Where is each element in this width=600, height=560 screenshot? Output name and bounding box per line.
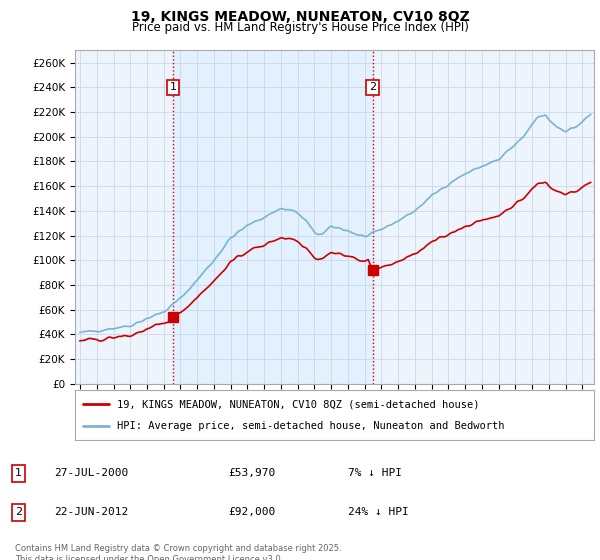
Text: HPI: Average price, semi-detached house, Nuneaton and Bedworth: HPI: Average price, semi-detached house,…	[116, 421, 504, 431]
Text: 24% ↓ HPI: 24% ↓ HPI	[348, 507, 409, 517]
Text: 19, KINGS MEADOW, NUNEATON, CV10 8QZ (semi-detached house): 19, KINGS MEADOW, NUNEATON, CV10 8QZ (se…	[116, 399, 479, 409]
Text: 2: 2	[15, 507, 22, 517]
Text: 7% ↓ HPI: 7% ↓ HPI	[348, 468, 402, 478]
Text: 1: 1	[169, 82, 176, 92]
Bar	[173, 50, 373, 384]
Text: 2: 2	[369, 82, 376, 92]
Text: £53,970: £53,970	[228, 468, 275, 478]
Text: 1: 1	[15, 468, 22, 478]
Text: £92,000: £92,000	[228, 507, 275, 517]
Text: Contains HM Land Registry data © Crown copyright and database right 2025.
This d: Contains HM Land Registry data © Crown c…	[15, 544, 341, 560]
Text: 22-JUN-2012: 22-JUN-2012	[54, 507, 128, 517]
Text: 27-JUL-2000: 27-JUL-2000	[54, 468, 128, 478]
Text: 19, KINGS MEADOW, NUNEATON, CV10 8QZ: 19, KINGS MEADOW, NUNEATON, CV10 8QZ	[131, 10, 469, 24]
Text: Price paid vs. HM Land Registry's House Price Index (HPI): Price paid vs. HM Land Registry's House …	[131, 21, 469, 34]
